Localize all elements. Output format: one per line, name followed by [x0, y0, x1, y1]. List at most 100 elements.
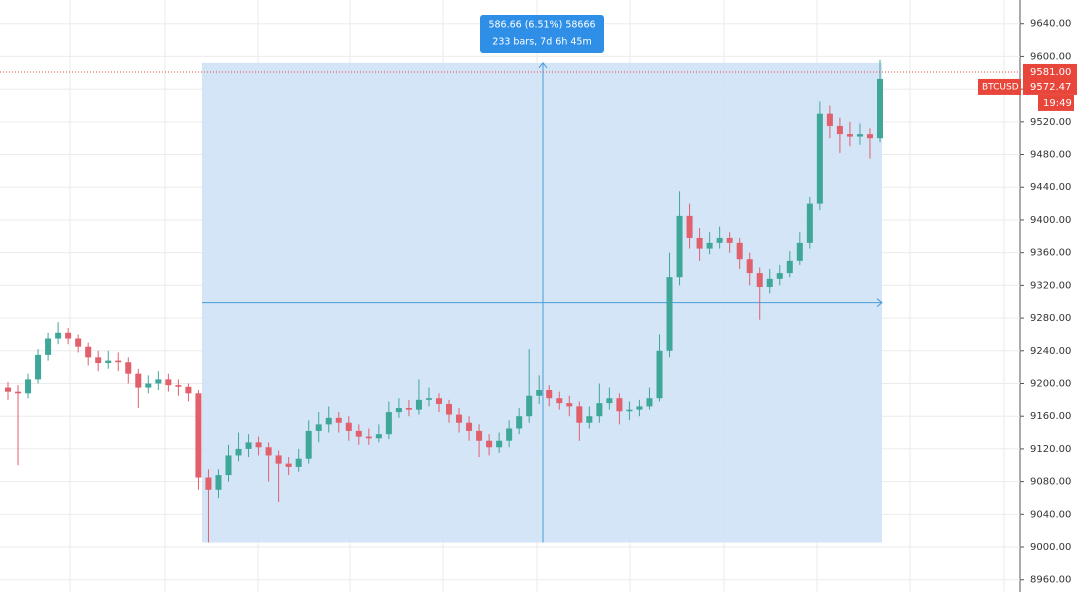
candle-body: [4, 387, 12, 392]
candle-body: [295, 458, 302, 467]
alert-label: 9581.00: [1030, 67, 1071, 78]
candle-body: [135, 373, 142, 388]
candle-body: [556, 398, 563, 404]
candle-body: [395, 408, 402, 413]
candle-body: [25, 379, 32, 394]
candle-body: [846, 134, 853, 137]
candle-body: [486, 440, 493, 448]
y-tick-label: 9120.00: [1030, 444, 1071, 455]
candle-body: [656, 350, 663, 399]
candle-body: [546, 390, 553, 399]
candle-body: [446, 403, 453, 415]
time-badge: [1038, 94, 1074, 111]
candle-body: [586, 416, 593, 423]
candle-body: [115, 360, 122, 363]
measure-label: 233 bars, 7d 6h 45m: [492, 37, 591, 48]
candle-body: [45, 338, 52, 355]
candle-body: [566, 403, 573, 407]
candle-body: [796, 242, 803, 261]
candle-body: [816, 113, 823, 204]
y-tick-label: 9360.00: [1030, 248, 1071, 259]
y-tick-label: 9000.00: [1030, 542, 1071, 553]
candle-body: [786, 260, 793, 274]
candle-body: [506, 428, 513, 441]
alert-badge: [1023, 63, 1077, 80]
candle-body: [596, 403, 603, 417]
candle-body: [195, 393, 202, 478]
candle-body: [75, 338, 82, 347]
candle-body: [756, 273, 763, 288]
candle-body: [85, 346, 92, 358]
y-tick-label: 9240.00: [1030, 346, 1071, 357]
measure-arrow: [876, 298, 883, 308]
candle-body: [766, 278, 773, 288]
measure-label: 586.66 (6.51%) 58666: [488, 20, 595, 31]
candle-body: [65, 332, 72, 339]
candle-body: [456, 414, 463, 423]
candle-body: [576, 406, 583, 423]
candle-body: [836, 125, 843, 135]
candle-body: [265, 447, 272, 456]
candle-body: [856, 134, 863, 137]
y-tick-label: 9480.00: [1030, 150, 1071, 161]
y-tick-label: 9600.00: [1030, 51, 1071, 62]
candle-body: [215, 475, 222, 490]
candle-body: [365, 436, 372, 439]
symbol-badge: [978, 78, 1021, 95]
candle-body: [686, 215, 693, 238]
candle-body: [15, 391, 22, 394]
y-tick-label: 9280.00: [1030, 313, 1071, 324]
last-price-label: 9572.47: [1030, 82, 1071, 93]
candle-body: [335, 417, 342, 423]
candle-body: [125, 362, 132, 374]
y-tick-label: 9080.00: [1030, 477, 1071, 488]
measure-label-box: [480, 15, 604, 53]
last-price-badge: [1023, 78, 1077, 95]
candle-body: [385, 412, 392, 435]
candle-body: [435, 398, 442, 404]
candle-body: [476, 430, 483, 441]
candle-body: [806, 203, 813, 243]
candle-body: [145, 383, 152, 388]
candle-body: [706, 242, 713, 249]
candle-body: [375, 434, 382, 439]
candle-body: [95, 357, 102, 364]
time-label: 19:49: [1043, 98, 1072, 109]
candle-body: [636, 406, 643, 410]
candle-body: [606, 398, 613, 404]
candle-body: [776, 273, 783, 279]
candle-body: [626, 409, 633, 412]
y-tick-label: 9320.00: [1030, 280, 1071, 291]
candle-body: [55, 332, 62, 339]
candle-body: [696, 237, 703, 249]
candle-body: [155, 379, 162, 384]
candle-body: [405, 408, 412, 410]
candle-body: [826, 113, 833, 126]
candle-body: [876, 78, 884, 139]
candle-body: [726, 237, 733, 243]
candle-body: [225, 455, 232, 476]
candle-body: [536, 390, 543, 396]
candle-body: [676, 215, 683, 278]
candle-body: [255, 442, 262, 448]
candle-body: [275, 455, 282, 464]
y-tick-label: 9040.00: [1030, 509, 1071, 520]
candle-body: [616, 398, 623, 412]
candle-body: [185, 386, 192, 394]
candle-body: [245, 442, 252, 449]
candle-body: [466, 422, 473, 431]
candle-body: [646, 398, 653, 407]
y-tick-label: 9520.00: [1030, 117, 1071, 128]
candle-body: [325, 417, 332, 425]
candle-body: [526, 395, 533, 417]
candle-body: [425, 398, 432, 400]
candle-body: [355, 430, 362, 437]
measure-arrow: [538, 62, 548, 69]
candle-body: [496, 440, 503, 448]
candle-body: [315, 424, 322, 431]
y-tick-label: 9640.00: [1030, 19, 1071, 30]
candle-body: [235, 448, 242, 456]
y-tick-label: 8960.00: [1030, 575, 1071, 586]
y-tick-label: 9200.00: [1030, 378, 1071, 389]
